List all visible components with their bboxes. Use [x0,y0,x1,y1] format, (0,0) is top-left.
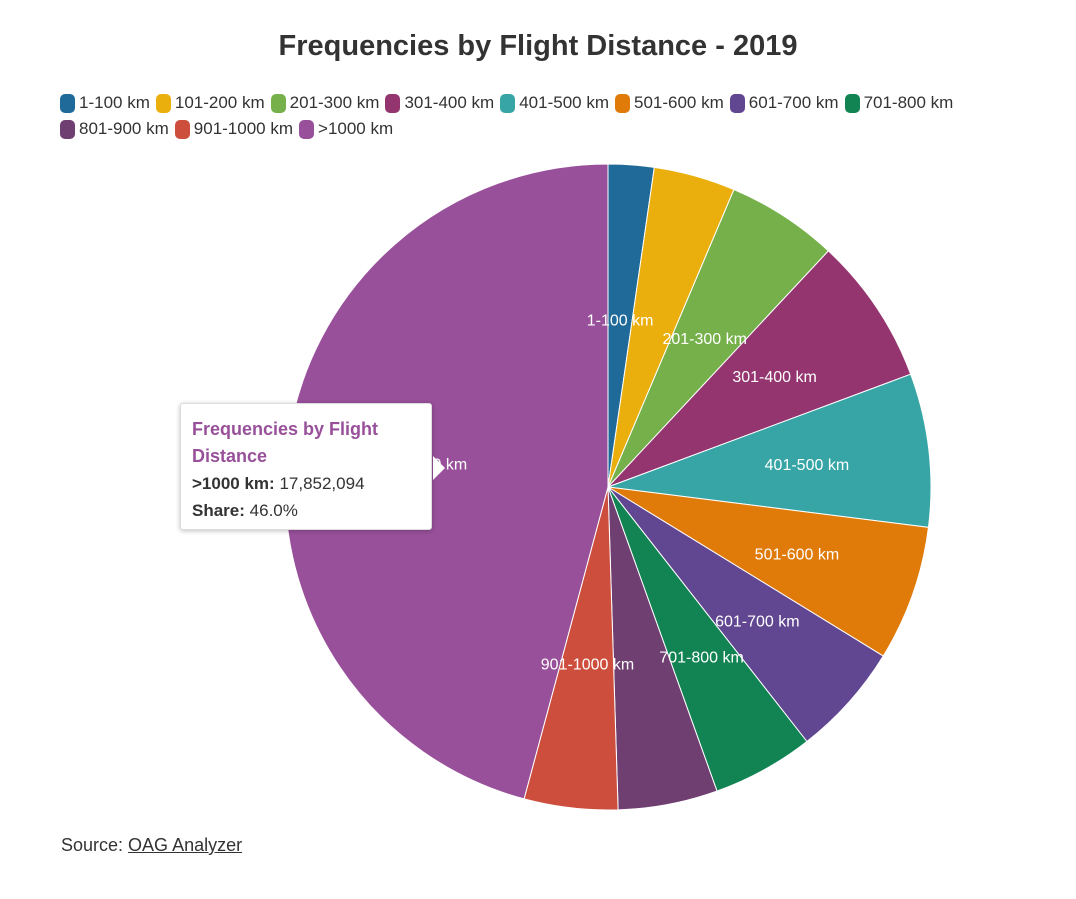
legend: 1-100 km 101-200 km 201-300 km 301-400 km 40… [60,90,1060,142]
legend-item[interactable]: 101-200 km [155,93,265,113]
legend-swatch [60,93,75,113]
legend-item[interactable]: 801-900 km [60,119,169,139]
legend-swatch [500,93,516,113]
tooltip-category-label: >1000 km: [192,474,275,493]
legend-row: 801-900 km 901-1000 km >1000 km [60,116,1060,142]
slice-label: 1-100 km [587,312,654,329]
legend-label: 601-700 km [748,93,839,112]
legend-item[interactable]: 1-100 km [60,93,150,113]
tooltip-share-label: Share: [192,501,245,520]
slice-label: 201-300 km [662,331,747,348]
pie-slice[interactable] [607,486,930,657]
slice-label: 301-400 km [732,369,817,386]
legend-item[interactable]: 401-500 km [500,93,609,113]
legend-swatch [615,93,630,113]
legend-swatch [174,119,190,139]
legend-label: >1000 km [318,119,394,138]
source-link[interactable]: OAG Analyzer [128,835,243,855]
slice-label: 401-500 km [765,457,850,474]
tooltip-title: Frequencies by Flight Distance [192,419,379,466]
legend-swatch [299,119,315,139]
tooltip-category-value: 17,852,094 [279,474,365,493]
legend-label: 401-500 km [519,93,609,112]
legend-label: 1-100 km [79,93,150,112]
tooltip-category-row: >1000 km: 17,852,094 [192,470,420,497]
legend-label: 701-800 km [863,93,954,112]
legend-swatch [270,93,286,113]
legend-row: 1-100 km 101-200 km 201-300 km 301-400 km 40… [60,90,1060,116]
legend-swatch [60,119,75,139]
pie-slice[interactable] [607,373,932,528]
legend-swatch [729,93,745,113]
legend-item[interactable]: 701-800 km [844,93,954,113]
legend-item[interactable]: 201-300 km [270,93,380,113]
source-prefix: Source: [61,835,129,855]
chart-title: Frequencies by Flight Distance - 2019 [278,30,798,62]
pie-slice[interactable] [607,250,912,488]
tooltip-share-row: Share: 46.0% [192,497,420,524]
tooltip-share-value: 46.0% [249,501,298,520]
legend-label: 201-300 km [289,93,380,112]
legend-swatch [844,93,860,113]
legend-swatch [385,93,401,113]
legend-label: 901-1000 km [193,119,294,138]
slice-label: 501-600 km [755,546,840,563]
tooltip: Frequencies by Flight Distance >1000 km:… [180,403,445,530]
slice-label: 601-700 km [715,613,800,630]
tooltip-arrow [433,456,445,480]
legend-item[interactable]: 901-1000 km [174,119,294,139]
legend-label: 801-900 km [79,119,169,138]
legend-item[interactable]: >1000 km [299,119,393,139]
slice-label: 901-1000 km [541,656,634,673]
legend-item[interactable]: 501-600 km [615,93,724,113]
slice-label: 701-800 km [659,650,744,667]
legend-item[interactable]: 301-400 km [385,93,494,113]
legend-swatch [155,93,171,113]
legend-label: 301-400 km [404,93,495,112]
legend-label: 501-600 km [634,93,724,112]
source-note: Source: OAG Analyzer [61,835,242,856]
legend-label: 101-200 km [174,93,265,112]
legend-item[interactable]: 601-700 km [729,93,839,113]
